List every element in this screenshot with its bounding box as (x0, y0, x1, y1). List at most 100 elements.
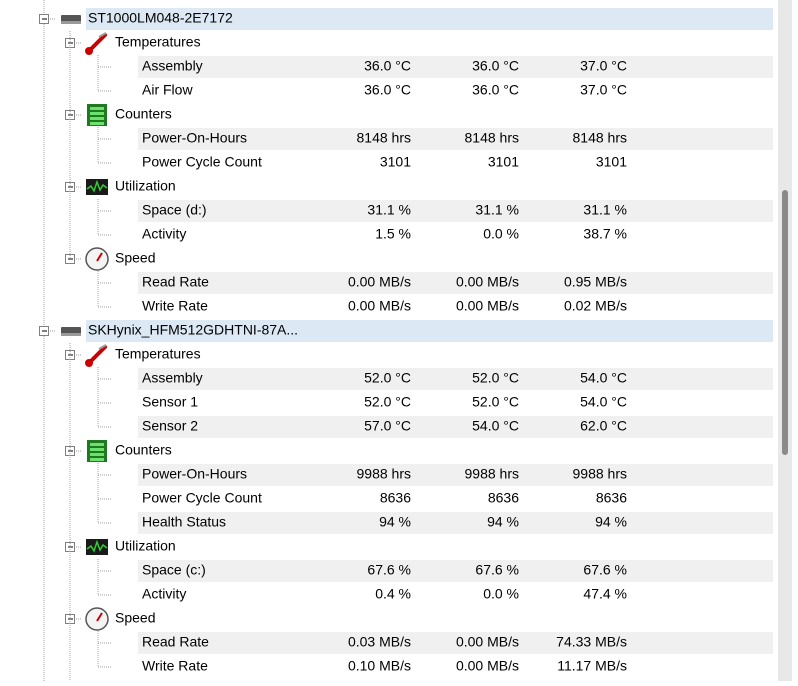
row-stripe (138, 272, 773, 294)
icon-temperature (98, 32, 107, 38)
drive-name[interactable]: SKHynix_HFM512GDHTNI-87A... (88, 322, 298, 338)
row-stripe (138, 464, 773, 486)
sensor-max: 3101 (596, 154, 627, 170)
sensor-min: 8636 (488, 490, 519, 506)
sensor-max: 74.33 MB/s (556, 634, 627, 650)
scrollbar-thumb[interactable] (782, 190, 788, 455)
group-name[interactable]: Speed (115, 610, 155, 626)
sensor-min: 52.0 °C (472, 370, 519, 386)
sensor-value: 9988 hrs (357, 466, 411, 482)
sensor-max: 9988 hrs (573, 466, 627, 482)
sensor-name[interactable]: Space (c:) (142, 562, 206, 578)
sensor-name[interactable]: Health Status (142, 514, 226, 530)
sensor-value: 52.0 °C (364, 370, 411, 386)
sensor-name[interactable]: Assembly (142, 58, 203, 74)
sensor-min: 0.00 MB/s (456, 658, 519, 674)
row-stripe (138, 632, 773, 654)
row-stripe (138, 128, 773, 150)
sensor-max: 62.0 °C (580, 418, 627, 434)
sensor-min: 94 % (487, 514, 519, 530)
sensor-value: 36.0 °C (364, 82, 411, 98)
sensor-min: 36.0 °C (472, 82, 519, 98)
sensor-max: 0.95 MB/s (564, 274, 627, 290)
sensor-name[interactable]: Sensor 1 (142, 394, 198, 410)
icon-speed (96, 612, 103, 622)
icon-drive (61, 21, 81, 24)
sensor-min: 0.00 MB/s (456, 634, 519, 650)
sensor-name[interactable]: Read Rate (142, 634, 209, 650)
sensor-max: 11.17 MB/s (557, 658, 627, 674)
sensor-name[interactable]: Assembly (142, 370, 203, 386)
group-name[interactable]: Utilization (115, 538, 176, 554)
row-stripe (138, 200, 773, 222)
icon-counters (90, 443, 104, 446)
sensor-min: 54.0 °C (472, 418, 519, 434)
sensor-name[interactable]: Activity (142, 226, 186, 242)
sensor-value: 8636 (380, 490, 411, 506)
sensor-max: 31.1 % (583, 202, 627, 218)
icon-counters (90, 448, 104, 451)
sensor-value: 0.10 MB/s (348, 658, 411, 674)
sensor-min: 0.00 MB/s (456, 298, 519, 314)
sensor-name[interactable]: Air Flow (142, 82, 193, 98)
sensor-max: 38.7 % (583, 226, 627, 242)
icon-drive (61, 333, 81, 336)
icon-temperature (85, 359, 93, 367)
sensor-min: 31.1 % (475, 202, 519, 218)
sensor-name[interactable]: Power Cycle Count (142, 490, 262, 506)
sensor-min: 67.6 % (475, 562, 519, 578)
row-stripe (138, 56, 773, 78)
sensor-max: 67.6 % (583, 562, 627, 578)
row-stripe (138, 368, 773, 390)
sensor-name[interactable]: Space (d:) (142, 202, 207, 218)
sensor-min: 8148 hrs (465, 130, 519, 146)
group-name[interactable]: Temperatures (115, 346, 201, 362)
group-name[interactable]: Speed (115, 250, 155, 266)
sensor-value: 1.5 % (375, 226, 411, 242)
sensor-value: 8148 hrs (357, 130, 411, 146)
sensor-min: 0.0 % (483, 226, 519, 242)
sensor-name[interactable]: Power-On-Hours (142, 130, 247, 146)
sensor-value: 67.6 % (367, 562, 411, 578)
group-name[interactable]: Counters (115, 106, 172, 122)
sensor-name[interactable]: Sensor 2 (142, 418, 198, 434)
sensor-name[interactable]: Activity (142, 586, 186, 602)
icon-counters (90, 453, 104, 456)
icon-temperature (85, 47, 93, 55)
group-name[interactable]: Counters (115, 442, 172, 458)
sensor-name[interactable]: Read Rate (142, 274, 209, 290)
sensor-value: 0.00 MB/s (348, 298, 411, 314)
icon-speed (96, 252, 103, 262)
group-name[interactable]: Temperatures (115, 34, 201, 50)
sensor-max: 37.0 °C (580, 58, 627, 74)
sensor-value: 0.4 % (375, 586, 411, 602)
sensor-value: 3101 (380, 154, 411, 170)
icon-counters (90, 117, 104, 120)
group-name[interactable]: Utilization (115, 178, 176, 194)
icon-temperature (98, 344, 107, 350)
sensor-min: 52.0 °C (472, 394, 519, 410)
sensor-value: 0.00 MB/s (348, 274, 411, 290)
drive-name[interactable]: ST1000LM048-2E7172 (88, 10, 233, 26)
row-stripe (138, 560, 773, 582)
sensor-value: 0.03 MB/s (348, 634, 411, 650)
icon-speed (85, 607, 109, 631)
row-stripe (138, 416, 773, 438)
icon-speed (85, 247, 109, 271)
icon-counters (90, 112, 104, 115)
icon-utilization (86, 539, 108, 555)
sensor-min: 3101 (488, 154, 519, 170)
drive-row-highlight (86, 320, 773, 342)
icon-utilization (86, 179, 108, 193)
icon-counters (90, 458, 104, 461)
icon-utilization (86, 179, 108, 195)
sensor-max: 37.0 °C (580, 82, 627, 98)
sensor-name[interactable]: Power Cycle Count (142, 154, 262, 170)
sensor-max: 8148 hrs (573, 130, 627, 146)
sensor-name[interactable]: Power-On-Hours (142, 466, 247, 482)
sensor-value: 52.0 °C (364, 394, 411, 410)
sensor-name[interactable]: Write Rate (142, 658, 208, 674)
sensor-max: 0.02 MB/s (564, 298, 627, 314)
sensor-name[interactable]: Write Rate (142, 298, 208, 314)
